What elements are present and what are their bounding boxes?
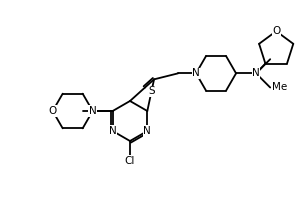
Text: N: N xyxy=(252,68,260,78)
Text: N: N xyxy=(143,126,151,136)
Text: Cl: Cl xyxy=(125,156,135,166)
Text: O: O xyxy=(49,106,57,116)
Text: Me: Me xyxy=(272,83,287,92)
Text: N: N xyxy=(192,68,200,78)
Text: N: N xyxy=(109,126,117,136)
Text: N: N xyxy=(89,106,97,116)
Text: S: S xyxy=(148,87,155,96)
Text: O: O xyxy=(272,26,280,36)
